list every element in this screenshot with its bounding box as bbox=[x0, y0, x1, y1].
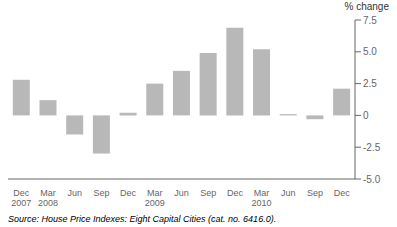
svg-text:7.5: 7.5 bbox=[363, 15, 377, 26]
svg-text:-2.5: -2.5 bbox=[363, 142, 381, 153]
svg-text:Sep: Sep bbox=[200, 188, 216, 198]
svg-text:Jun: Jun bbox=[67, 188, 82, 198]
svg-text:Jun: Jun bbox=[174, 188, 189, 198]
html-text:Source: House Price Indexes: E: Source: House Price Indexes: Eight Capit… bbox=[8, 214, 277, 224]
svg-text:Mar2010: Mar2010 bbox=[252, 188, 272, 208]
svg-text:5.0: 5.0 bbox=[363, 46, 377, 57]
svg-text:0: 0 bbox=[363, 110, 369, 121]
svg-text:Dec: Dec bbox=[120, 188, 137, 198]
svg-text:Sep: Sep bbox=[307, 188, 323, 198]
svg-text:Sep: Sep bbox=[93, 188, 109, 198]
svg-text:Mar2009: Mar2009 bbox=[145, 188, 165, 208]
svg-text:Mar2008: Mar2008 bbox=[38, 188, 58, 208]
svg-text:Dec: Dec bbox=[227, 188, 244, 198]
svg-text:Jun: Jun bbox=[281, 188, 296, 198]
svg-text:Dec2007: Dec2007 bbox=[11, 188, 31, 208]
html-text:% change: % change bbox=[344, 1, 389, 12]
svg-text:Dec: Dec bbox=[334, 188, 351, 198]
svg-text:2.5: 2.5 bbox=[363, 78, 377, 89]
svg-text:-5.0: -5.0 bbox=[363, 174, 381, 185]
